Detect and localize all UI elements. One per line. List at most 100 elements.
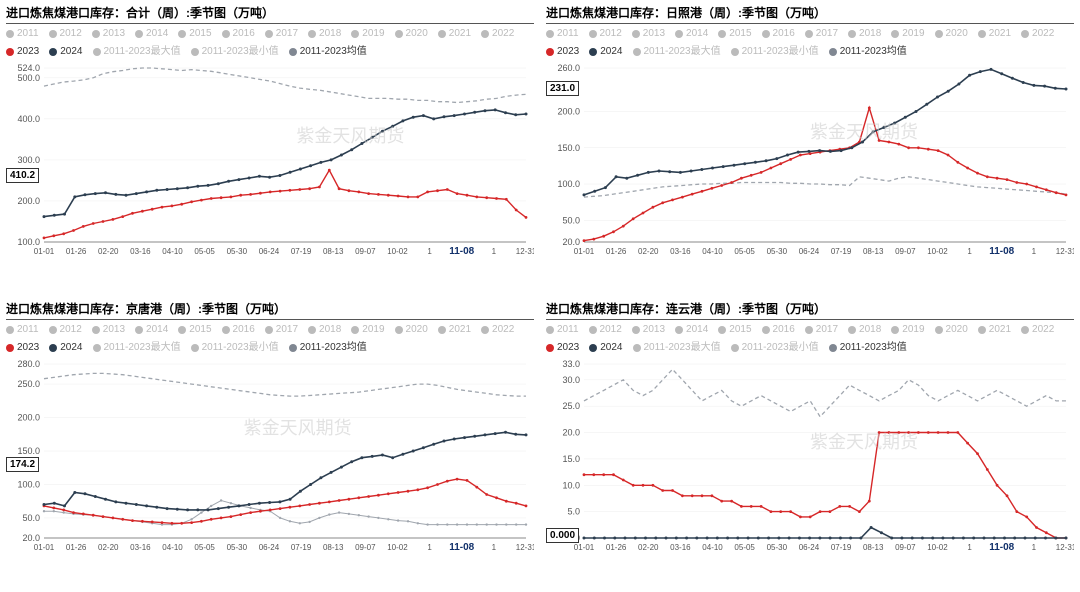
svg-text:06-24: 06-24 [259, 247, 280, 256]
svg-text:12-31: 12-31 [1056, 543, 1074, 552]
svg-text:1: 1 [967, 543, 972, 552]
svg-text:07-19: 07-19 [831, 247, 852, 256]
svg-text:100.0: 100.0 [17, 479, 40, 489]
svg-text:07-19: 07-19 [291, 543, 312, 552]
svg-text:200.0: 200.0 [17, 413, 40, 423]
svg-text:250.0: 250.0 [17, 379, 40, 389]
svg-text:200.0: 200.0 [557, 107, 580, 117]
svg-text:06-24: 06-24 [259, 543, 280, 552]
svg-text:10.0: 10.0 [562, 480, 580, 490]
value-box: 0.000 [546, 528, 579, 543]
svg-text:08-13: 08-13 [323, 247, 344, 256]
svg-text:06-24: 06-24 [799, 543, 820, 552]
svg-text:09-07: 09-07 [895, 543, 916, 552]
svg-text:01-01: 01-01 [34, 247, 55, 256]
svg-text:1: 1 [1032, 543, 1037, 552]
value-box: 410.2 [6, 168, 39, 183]
svg-text:09-07: 09-07 [895, 247, 916, 256]
panel-total: 进口炼焦煤港口库存：合计（周）:季节图（万吨）20112012201320142… [0, 0, 540, 296]
svg-text:09-07: 09-07 [355, 543, 376, 552]
svg-text:04-10: 04-10 [162, 543, 183, 552]
svg-text:50.0: 50.0 [22, 513, 40, 523]
svg-text:08-13: 08-13 [863, 247, 884, 256]
svg-text:100.0: 100.0 [557, 179, 580, 189]
svg-text:01-01: 01-01 [574, 543, 595, 552]
svg-text:12-31: 12-31 [516, 247, 534, 256]
chart-svg: 20.050.0100.0150.0200.0260.001-0101-2602… [546, 62, 1074, 262]
panel-jingtang: 进口炼焦煤港口库存：京唐港（周）:季节图（万吨）2011201220132014… [0, 296, 540, 592]
panel-title: 进口炼焦煤港口库存：日照港（周）:季节图（万吨） [546, 4, 1074, 24]
svg-text:20.0: 20.0 [562, 428, 580, 438]
svg-text:05-05: 05-05 [194, 247, 215, 256]
svg-text:05-30: 05-30 [227, 543, 248, 552]
svg-text:08-13: 08-13 [323, 543, 344, 552]
svg-text:07-19: 07-19 [291, 247, 312, 256]
panel-lianyungang: 进口炼焦煤港口库存：连云港（周）:季节图（万吨）2011201220132014… [540, 296, 1080, 592]
svg-text:10-02: 10-02 [927, 247, 948, 256]
svg-text:20.0: 20.0 [22, 533, 40, 543]
svg-text:08-13: 08-13 [863, 543, 884, 552]
svg-text:1: 1 [492, 247, 497, 256]
svg-text:1: 1 [967, 247, 972, 256]
svg-text:04-10: 04-10 [162, 247, 183, 256]
svg-text:11-08: 11-08 [989, 246, 1014, 257]
chart-svg: 20.0 50.0 100.0 150.0 200.0 250.0 280.0 01-01 01… [6, 358, 534, 558]
panel-title: 进口炼焦煤港口库存：合计（周）:季节图（万吨） [6, 4, 534, 24]
svg-text:280.0: 280.0 [17, 359, 40, 369]
svg-text:50.0: 50.0 [562, 215, 580, 225]
svg-text:1: 1 [427, 543, 432, 552]
svg-text:1: 1 [1032, 247, 1037, 256]
svg-text:05-30: 05-30 [767, 543, 788, 552]
svg-text:12-31: 12-31 [1056, 247, 1074, 256]
legend: 2011201220132014201520162017201820192020… [546, 322, 1074, 358]
svg-text:1: 1 [492, 543, 497, 552]
chart-grid: 进口炼焦煤港口库存：合计（周）:季节图（万吨）20112012201320142… [0, 0, 1080, 592]
svg-text:03-16: 03-16 [130, 247, 151, 256]
legend: 2011201220132014201520162017201820192020… [6, 322, 534, 358]
svg-text:150.0: 150.0 [557, 143, 580, 153]
svg-text:25.0: 25.0 [562, 401, 580, 411]
svg-text:04-10: 04-10 [702, 543, 723, 552]
svg-text:10-02: 10-02 [387, 247, 408, 256]
svg-text:05-05: 05-05 [734, 543, 755, 552]
svg-text:05-30: 05-30 [227, 247, 248, 256]
svg-text:02-20: 02-20 [98, 247, 119, 256]
svg-text:11-08: 11-08 [449, 542, 474, 553]
legend: 2011201220132014201520162017201820192020… [6, 26, 534, 62]
svg-text:1: 1 [427, 247, 432, 256]
svg-text:01-01: 01-01 [574, 247, 595, 256]
svg-text:10-02: 10-02 [387, 543, 408, 552]
svg-text:11-08: 11-08 [989, 542, 1014, 553]
svg-text:03-16: 03-16 [670, 247, 691, 256]
svg-text:02-20: 02-20 [98, 543, 119, 552]
svg-text:10-02: 10-02 [927, 543, 948, 552]
svg-text:05-05: 05-05 [194, 543, 215, 552]
svg-text:01-26: 01-26 [606, 247, 627, 256]
svg-text:15.0: 15.0 [562, 454, 580, 464]
chart-svg: 0.05.010.015.020.025.030.033.001-0101-26… [546, 358, 1074, 558]
svg-text:11-08: 11-08 [449, 246, 474, 257]
svg-text:01-01: 01-01 [34, 543, 55, 552]
svg-text:300.0: 300.0 [17, 155, 40, 165]
svg-text:260.0: 260.0 [557, 63, 580, 73]
svg-text:09-07: 09-07 [355, 247, 376, 256]
panel-title: 进口炼焦煤港口库存：连云港（周）:季节图（万吨） [546, 300, 1074, 320]
panel-title: 进口炼焦煤港口库存：京唐港（周）:季节图（万吨） [6, 300, 534, 320]
svg-text:12-31: 12-31 [516, 543, 534, 552]
value-box: 174.2 [6, 457, 39, 472]
svg-text:30.0: 30.0 [562, 375, 580, 385]
svg-text:524.0: 524.0 [17, 63, 40, 73]
svg-text:01-26: 01-26 [66, 247, 87, 256]
svg-text:01-26: 01-26 [66, 543, 87, 552]
svg-text:20.0: 20.0 [562, 237, 580, 247]
svg-text:04-10: 04-10 [702, 247, 723, 256]
svg-text:06-24: 06-24 [799, 247, 820, 256]
value-box: 231.0 [546, 81, 579, 96]
svg-text:5.0: 5.0 [567, 507, 580, 517]
svg-text:03-16: 03-16 [670, 543, 691, 552]
svg-text:01-26: 01-26 [606, 543, 627, 552]
svg-text:03-16: 03-16 [130, 543, 151, 552]
svg-text:150.0: 150.0 [17, 446, 40, 456]
svg-text:05-05: 05-05 [734, 247, 755, 256]
svg-text:100.0: 100.0 [17, 237, 40, 247]
